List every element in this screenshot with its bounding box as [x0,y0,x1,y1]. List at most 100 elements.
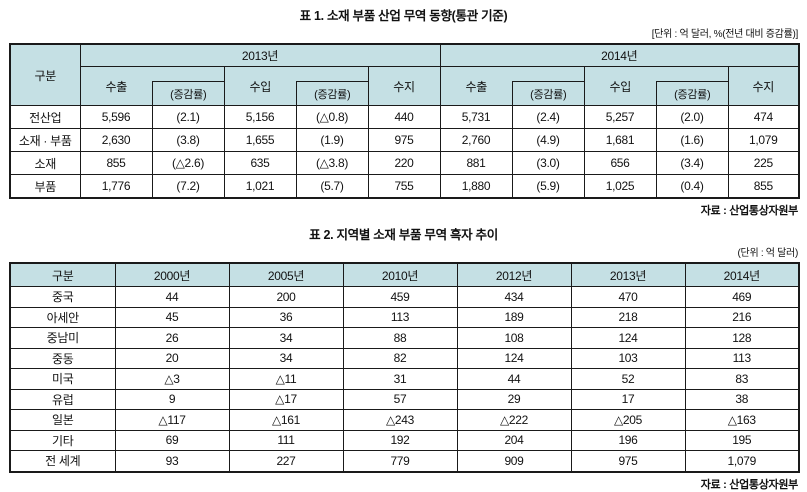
table-row-all-industry: 전산업 5,596 (2.1) 5,156 (△0.8) 440 5,731 (… [9,105,800,129]
data-cell: (2.4) [511,105,585,129]
data-cell: 20 [114,347,230,369]
data-cell: 2,760 [439,128,513,152]
data-cell: (5.7) [295,174,369,199]
data-cell: (3.4) [655,151,729,175]
data-cell: 855 [727,174,800,199]
data-cell: 5,257 [583,105,657,129]
row-label: 중동 [9,347,116,369]
data-cell: 189 [456,306,572,328]
header-2010: 2010년 [342,262,458,287]
data-cell: 82 [342,347,458,369]
data-cell: 975 [570,450,686,472]
data-cell: (2.0) [655,105,729,129]
data-cell: 5,731 [439,105,513,129]
table-row-materials-parts: 소재 · 부품 2,630 (3.8) 1,655 (1.9) 975 2,76… [9,128,800,152]
data-cell: △205 [570,409,686,431]
data-cell: 113 [342,306,458,328]
data-cell: 44 [114,286,230,308]
data-cell: 975 [367,128,441,152]
row-label: 전산업 [9,105,81,129]
header-year-2013: 2013년 [79,43,441,67]
data-cell: 5,596 [79,105,153,129]
table2-title: 표 2. 지역별 소재 부품 무역 흑자 추이 [309,228,498,242]
data-cell: (3.0) [511,151,585,175]
growth-inset-box: (증감률) [152,81,223,105]
row-label: 중남미 [9,327,116,349]
data-cell: 470 [570,286,686,308]
table-row-europe: 유럽 9 △17 57 29 17 38 [9,388,800,410]
data-cell: 124 [456,347,572,369]
data-cell: 88 [342,327,458,349]
table-row-japan: 일본 △117 △161 △243 △222 △205 △163 [9,409,800,431]
data-cell: 1,079 [727,128,800,152]
data-cell: 44 [456,368,572,390]
subheader-growth-import-2014: (증감률) [656,66,729,106]
data-cell: 26 [114,327,230,349]
growth-inset-box: (증감률) [656,81,727,105]
data-cell: 38 [684,388,800,410]
data-cell: 216 [684,306,800,328]
header-gubun: 구분 [9,262,116,287]
data-cell: △3 [114,368,230,390]
data-cell: 34 [228,347,344,369]
data-cell: 124 [570,327,686,349]
data-cell: 31 [342,368,458,390]
table2-header-row: 구분 2000년 2005년 2010년 2012년 2013년 2014년 [9,262,800,287]
table-row-china: 중국 44 200 459 434 470 469 [9,286,800,308]
table2-unit-note: (단위 : 억 달러) [737,248,799,259]
data-cell: 57 [342,388,458,410]
data-cell: 108 [456,327,572,349]
data-cell: 469 [684,286,800,308]
header-2005: 2005년 [228,262,344,287]
data-cell: 113 [684,347,800,369]
table-row-world: 전 세계 93 227 779 909 975 1,079 [9,450,800,472]
table-row-asean: 아세안 45 36 113 189 218 216 [9,306,800,328]
table1-header-sub-row: 수출 (증감률) 수입 (증감률) 수지 수출 (증감률) 수입 (증감률) 수… [10,66,800,106]
data-cell: 93 [114,450,230,472]
data-cell: 635 [223,151,297,175]
data-cell: 2,630 [79,128,153,152]
data-cell: 17 [570,388,686,410]
data-cell: 204 [456,429,572,451]
data-cell: (1.6) [655,128,729,152]
header-2013: 2013년 [570,262,686,287]
row-label: 소재 · 부품 [9,128,81,152]
data-cell: 656 [583,151,657,175]
subheader-growth-import-2013: (증감률) [296,66,369,106]
data-cell: 1,655 [223,128,297,152]
data-cell: (△2.6) [151,151,225,175]
data-cell: 1,025 [583,174,657,199]
row-label: 일본 [9,409,116,431]
row-label: 부품 [9,174,81,199]
table1-unit-note: [단위 : 억 달러, %(전년 대비 증감률)] [651,29,799,40]
data-cell: 1,079 [684,450,800,472]
data-cell: △17 [228,388,344,410]
header-gubun: 구분 [9,43,81,106]
data-cell: 218 [570,306,686,328]
table-row-others: 기타 69 111 192 204 196 195 [9,429,800,451]
row-label: 중국 [9,286,116,308]
data-cell: △161 [228,409,344,431]
data-cell: △222 [456,409,572,431]
data-cell: 45 [114,306,230,328]
data-cell: 9 [114,388,230,410]
data-cell: 227 [228,450,344,472]
subheader-export-2013: 수출 [79,66,152,106]
data-cell: 881 [439,151,513,175]
data-cell: (3.8) [151,128,225,152]
table-row-materials: 소재 855 (△2.6) 635 (△3.8) 220 881 (3.0) 6… [9,151,800,175]
data-cell: 1,880 [439,174,513,199]
subheader-import-2014: 수입 [583,66,656,106]
data-cell: 5,156 [223,105,297,129]
row-label: 전 세계 [9,450,116,472]
data-cell: 1,021 [223,174,297,199]
data-cell: 34 [228,327,344,349]
table2-source: 자료 : 산업통상자원부 [700,478,799,491]
data-cell: △11 [228,368,344,390]
table-row-usa: 미국 △3 △11 31 44 52 83 [9,368,800,390]
data-cell: 220 [367,151,441,175]
data-cell: 1,681 [583,128,657,152]
subheader-balance-2014: 수지 [727,66,800,106]
growth-inset-box: (증감률) [512,81,583,105]
table-row-latin-america: 중남미 26 34 88 108 124 128 [9,327,800,349]
